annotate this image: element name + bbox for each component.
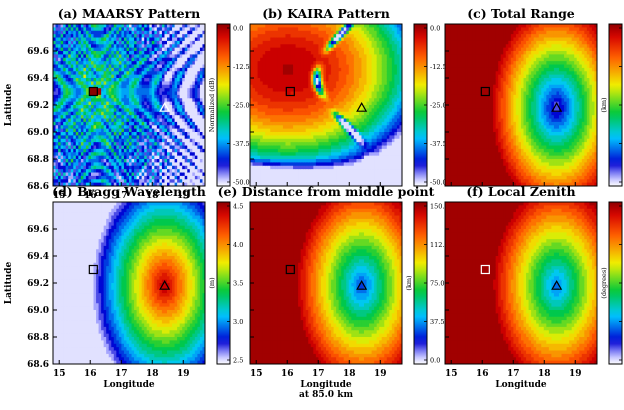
x-axis-label: Longitude bbox=[495, 380, 547, 390]
colorbar-label: (km) bbox=[600, 97, 608, 113]
x-tick-label: 19 bbox=[569, 369, 582, 379]
heatmap bbox=[53, 202, 206, 365]
marker-square bbox=[285, 264, 295, 275]
colorbar-tick-label: 4.5 bbox=[233, 203, 243, 211]
colorbar-tick-label: 2.5 bbox=[233, 357, 243, 365]
colorbar-label: (km) bbox=[405, 275, 413, 291]
x-tick-label: 19 bbox=[177, 191, 190, 201]
chart-panel: (f) Local Zenith1516171819Longitude50.03… bbox=[444, 184, 623, 390]
x-tick-label: 16 bbox=[84, 369, 97, 379]
marker-triangle bbox=[551, 279, 563, 290]
heatmap bbox=[445, 202, 598, 365]
marker-triangle bbox=[159, 101, 171, 112]
x-tick-label: 15 bbox=[53, 369, 66, 379]
colorbar-tick-label: -50.0 bbox=[430, 179, 447, 187]
heatmap bbox=[250, 202, 403, 365]
colorbar-tick-label: 0.0 bbox=[430, 25, 440, 33]
marker-triangle bbox=[551, 101, 563, 112]
colorbar-tick-label: 150.0 bbox=[430, 203, 449, 211]
y-tick-label: 68.8 bbox=[27, 155, 49, 165]
colorbar-label: (degrees) bbox=[600, 267, 608, 299]
panel-title: (a) MAARSY Pattern bbox=[58, 6, 201, 21]
y-tick-label: 69.2 bbox=[27, 101, 49, 111]
colorbar-tick-label: 112.5 bbox=[430, 241, 449, 249]
y-tick-label: 68.6 bbox=[27, 360, 49, 370]
colorbar-tick-label: 3.5 bbox=[233, 280, 243, 288]
marker-square bbox=[480, 86, 490, 97]
chart-panel: (a) MAARSY Pattern 15 16 17 18 19 68.6 68.8 69.0… bbox=[4, 6, 250, 201]
y-tick-label: 69.2 bbox=[27, 279, 49, 289]
x-tick-label: 16 bbox=[281, 369, 294, 379]
colorbar-tick-label: -12.5 bbox=[430, 63, 447, 71]
x-tick-label: 16 bbox=[476, 369, 489, 379]
colorbar-label: Normalized (dB) bbox=[208, 77, 216, 132]
chart-panel: (b) KAIRA Pattern 0.0 -12.5 -25.0 -37.5 -50.0 bbox=[249, 6, 447, 187]
x-tick-label: 17 bbox=[115, 369, 128, 379]
x-tick-label: 15 bbox=[250, 369, 263, 379]
marker-square bbox=[285, 86, 295, 97]
chart-panel: (c) Total Range350325300275250(km) bbox=[444, 6, 623, 187]
y-tick-label: 69.6 bbox=[27, 47, 49, 57]
y-tick-label: 69.4 bbox=[27, 74, 49, 84]
y-tick-label: 69.0 bbox=[27, 128, 49, 138]
marker-square bbox=[88, 264, 98, 275]
x-tick-label: 19 bbox=[177, 369, 190, 379]
x-axis-label: Longitude bbox=[103, 380, 155, 390]
x-tick-label: 17 bbox=[312, 369, 325, 379]
panel-title: (b) KAIRA Pattern bbox=[262, 6, 390, 21]
heatmap bbox=[53, 24, 206, 187]
colorbar-tick-label: 75.0 bbox=[430, 280, 444, 288]
y-axis-label: Latitude bbox=[4, 84, 14, 127]
x-tick-label: 18 bbox=[538, 369, 551, 379]
y-tick-label: 68.8 bbox=[27, 333, 49, 343]
chart-panel: (e) Distance from middle point 15 16 17 18 19… bbox=[218, 184, 449, 400]
panel-title: (e) Distance from middle point bbox=[218, 184, 435, 199]
colorbar-tick-label: -37.5 bbox=[233, 140, 250, 148]
marker-square bbox=[88, 86, 98, 97]
colorbar-tick-label: 37.5 bbox=[430, 318, 444, 326]
panel-title: (f) Local Zenith bbox=[466, 184, 575, 199]
x-tick-label: 18 bbox=[343, 369, 356, 379]
colorbar-tick-label: 3.0 bbox=[233, 318, 243, 326]
y-tick-label: 69.6 bbox=[27, 225, 49, 235]
x-tick-label: 15 bbox=[53, 191, 66, 201]
colorbar-tick-label: -25.0 bbox=[233, 102, 250, 110]
x-tick-label: 17 bbox=[507, 369, 520, 379]
colorbar-tick-label: 0.0 bbox=[233, 25, 243, 33]
x-tick-label: 15 bbox=[445, 369, 458, 379]
marker-triangle bbox=[356, 279, 368, 290]
colorbar-tick-label: -37.5 bbox=[430, 140, 447, 148]
colorbar-tick-label: 0.0 bbox=[430, 357, 440, 365]
x-tick-label: 16 bbox=[84, 191, 97, 201]
x-axis-label-2: at 85.0 km bbox=[299, 390, 353, 400]
x-tick-label: 18 bbox=[146, 369, 159, 379]
colorbar-tick-label: -50.0 bbox=[233, 179, 250, 187]
y-axis-label: Latitude bbox=[4, 262, 14, 305]
heatmap bbox=[250, 24, 403, 187]
y-tick-label: 68.6 bbox=[27, 182, 49, 192]
marker-triangle bbox=[159, 279, 171, 290]
y-tick-label: 69.4 bbox=[27, 252, 49, 262]
x-axis-label: Longitude bbox=[300, 380, 352, 390]
x-tick-label: 18 bbox=[146, 191, 159, 201]
x-tick-label: 17 bbox=[115, 191, 128, 201]
colorbar-tick-label: -25.0 bbox=[430, 102, 447, 110]
y-tick-label: 69.0 bbox=[27, 306, 49, 316]
marker-square bbox=[480, 264, 490, 275]
panel-title: (c) Total Range bbox=[467, 6, 575, 21]
heatmap bbox=[445, 24, 598, 187]
colorbar-tick-label: -12.5 bbox=[233, 63, 250, 71]
colorbar-tick-label: 4.0 bbox=[233, 241, 243, 249]
marker-triangle bbox=[356, 101, 368, 112]
x-tick-label: 19 bbox=[374, 369, 387, 379]
panel-title: (d) Bragg Wavelength bbox=[52, 184, 206, 199]
colorbar-label: (m) bbox=[208, 277, 216, 289]
